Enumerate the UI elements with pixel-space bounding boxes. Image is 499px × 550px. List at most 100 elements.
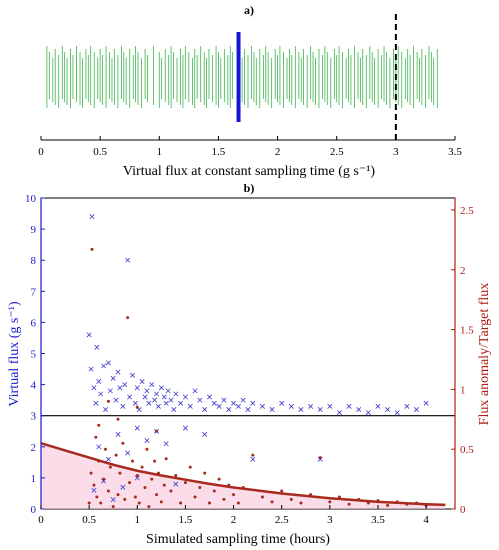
virtual-flux-point bbox=[394, 410, 400, 416]
virtual-flux-point bbox=[107, 388, 113, 394]
left-y-tick-label: 9 bbox=[31, 224, 37, 236]
virtual-flux-points bbox=[86, 214, 429, 503]
virtual-flux-point bbox=[86, 332, 92, 338]
virtual-flux-point bbox=[231, 400, 237, 406]
virtual-flux-point bbox=[171, 406, 177, 412]
right-y-tick-label: 1 bbox=[460, 384, 466, 396]
flux-anomaly-point bbox=[347, 502, 351, 506]
x-tick-label: 4 bbox=[423, 514, 429, 526]
virtual-flux-point bbox=[178, 400, 184, 406]
virtual-flux-point bbox=[240, 397, 246, 403]
virtual-flux-point bbox=[163, 400, 169, 406]
virtual-flux-point bbox=[96, 379, 102, 384]
left-y-tick-label: 7 bbox=[31, 286, 37, 298]
flux-anomaly-point bbox=[162, 483, 166, 487]
right-y-tick-label: 2 bbox=[460, 265, 466, 277]
left-y-tick-label: 10 bbox=[25, 193, 37, 205]
flux-anomaly-point bbox=[108, 465, 112, 469]
x-tick-label: 3 bbox=[327, 514, 333, 526]
left-y-ticks: 0 1 2 3 4 5 6 7 8 9 10 bbox=[25, 193, 45, 516]
virtual-flux-point bbox=[105, 456, 111, 462]
panel-a: a) 0 0.5 1 1.5 2 2.5 3 3.5 Virtual flux at cons… bbox=[38, 3, 462, 179]
virtual-flux-point bbox=[250, 456, 256, 462]
x-tick-label: 3.5 bbox=[371, 514, 385, 526]
flux-anomaly-point bbox=[174, 474, 178, 478]
virtual-flux-point bbox=[94, 344, 100, 350]
flux-anomaly-point bbox=[90, 247, 94, 251]
virtual-flux-point bbox=[101, 478, 107, 484]
virtual-flux-point bbox=[173, 481, 179, 487]
virtual-flux-point bbox=[149, 382, 155, 388]
virtual-flux-point bbox=[192, 388, 198, 394]
flux-anomaly-point bbox=[153, 459, 157, 463]
strip-x-tick-label: 2 bbox=[275, 146, 281, 158]
right-y-ticks: 0 0.5 1 1.5 2 2.5 bbox=[451, 205, 474, 516]
strip-x-tick-label: 3 bbox=[393, 146, 399, 158]
flux-anomaly-point bbox=[179, 501, 183, 505]
flux-anomaly-point bbox=[106, 399, 110, 403]
virtual-flux-point bbox=[404, 403, 410, 409]
flux-anomaly-point bbox=[155, 493, 159, 497]
left-y-tick-label: 3 bbox=[31, 411, 37, 423]
virtual-flux-point bbox=[423, 400, 429, 406]
virtual-flux-point bbox=[98, 391, 104, 397]
right-y-tick-label: 1.5 bbox=[460, 325, 474, 337]
flux-anomaly-point bbox=[135, 405, 139, 409]
virtual-flux-point bbox=[134, 385, 140, 391]
flux-anomaly-point bbox=[251, 453, 255, 457]
virtual-flux-point bbox=[125, 257, 131, 263]
virtual-flux-point bbox=[288, 403, 294, 409]
flux-anomaly-point bbox=[159, 500, 163, 504]
virtual-flux-point bbox=[146, 400, 152, 406]
virtual-flux-point bbox=[93, 400, 99, 406]
virtual-flux-point bbox=[96, 444, 102, 450]
virtual-flux-point bbox=[144, 388, 150, 394]
strip-x-tick-label: 3.5 bbox=[448, 146, 462, 158]
flux-anomaly-point bbox=[87, 501, 91, 505]
flux-anomaly-point bbox=[270, 500, 274, 504]
flux-anomaly-point bbox=[260, 495, 264, 499]
flux-anomaly-point bbox=[164, 457, 168, 461]
virtual-flux-point bbox=[91, 385, 97, 391]
virtual-flux-point bbox=[115, 369, 121, 375]
flux-anomaly-point bbox=[193, 495, 197, 499]
flux-anomaly-point bbox=[143, 485, 147, 489]
virtual-flux-point bbox=[105, 360, 111, 366]
flux-anomaly-point bbox=[92, 483, 96, 487]
right-y-tick-label: 2.5 bbox=[460, 205, 474, 217]
flux-anomaly-point bbox=[140, 465, 144, 469]
flux-anomaly-point bbox=[155, 429, 159, 433]
fit-shade bbox=[41, 443, 446, 509]
flux-anomaly-point bbox=[123, 497, 127, 501]
virtual-flux-point bbox=[279, 400, 285, 406]
virtual-flux-point bbox=[154, 391, 160, 397]
left-y-tick-label: 8 bbox=[31, 255, 37, 267]
flux-anomaly-point bbox=[114, 453, 118, 457]
left-y-tick-label: 0 bbox=[31, 504, 37, 516]
virtual-flux-point bbox=[226, 406, 232, 412]
flux-anomaly-point bbox=[94, 435, 98, 439]
virtual-flux-point bbox=[139, 379, 145, 384]
flux-anomaly-point bbox=[89, 471, 93, 475]
virtual-flux-point bbox=[202, 431, 208, 437]
virtual-flux-point bbox=[144, 438, 150, 444]
virtual-flux-point bbox=[122, 382, 128, 388]
virtual-flux-point bbox=[132, 400, 138, 406]
x-tick-label: 1 bbox=[135, 514, 141, 526]
strip-events bbox=[46, 46, 438, 108]
right-y-tick-label: 0 bbox=[460, 504, 466, 516]
virtual-flux-point bbox=[127, 394, 133, 400]
virtual-flux-point bbox=[91, 487, 97, 493]
panel-b-title: b) bbox=[244, 181, 255, 195]
flux-anomaly-point bbox=[212, 489, 216, 493]
left-y-tick-label: 2 bbox=[31, 442, 37, 454]
x-tick-label: 2 bbox=[231, 514, 237, 526]
right-y-tick-label: 0.5 bbox=[460, 444, 474, 456]
flux-anomaly-point bbox=[116, 493, 120, 497]
flux-anomaly-point bbox=[232, 493, 236, 497]
strip-x-label: Virtual flux at constant sampling time (… bbox=[123, 164, 376, 179]
right-y-axis-label: Flux anomaly/Target flux bbox=[477, 283, 492, 426]
virtual-flux-point bbox=[327, 403, 333, 409]
flux-anomaly-point bbox=[118, 471, 122, 475]
x-tick-label: 1.5 bbox=[179, 514, 193, 526]
